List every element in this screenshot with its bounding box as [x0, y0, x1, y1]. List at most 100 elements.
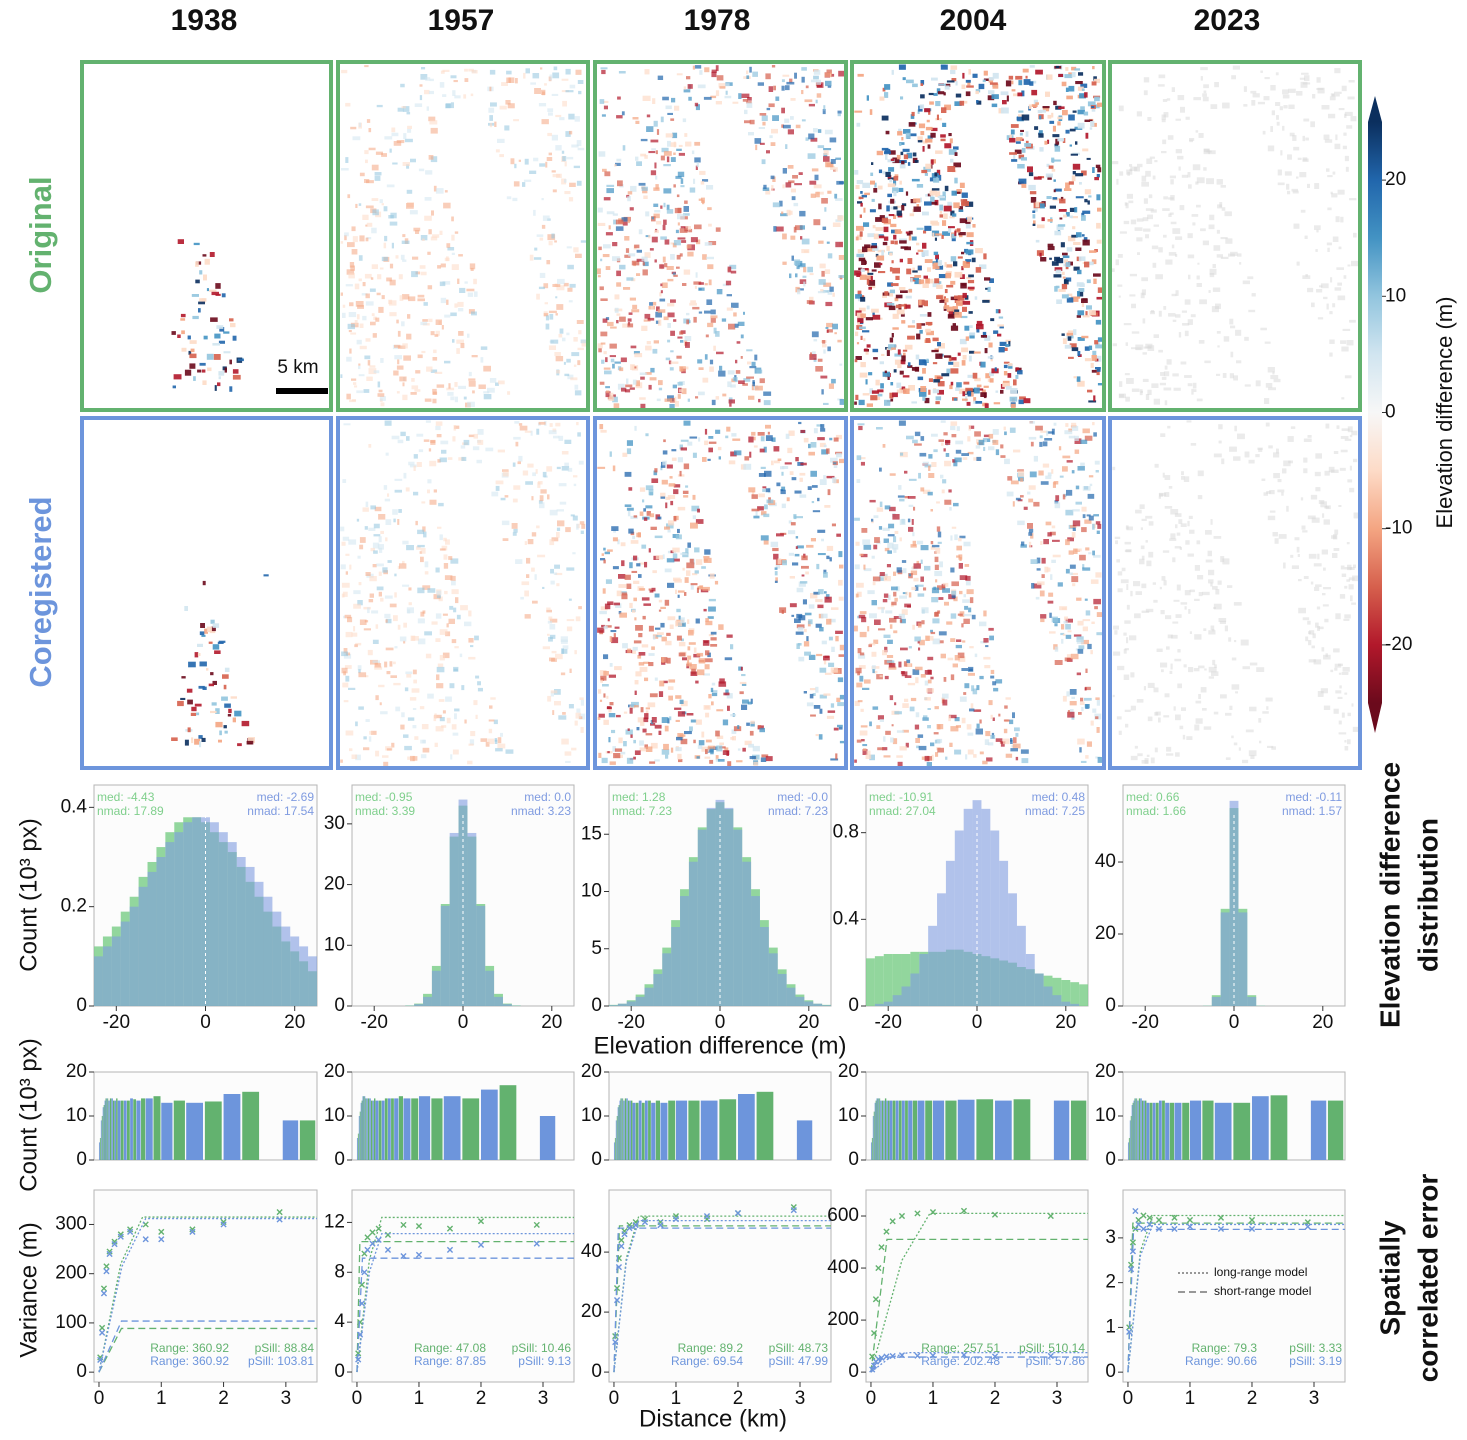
- map-pixel: [790, 522, 796, 526]
- map-pixel: [606, 188, 614, 194]
- map-pixel: [863, 564, 866, 570]
- map-pixel: [740, 356, 743, 359]
- map-pixel: [1054, 143, 1059, 148]
- map-pixel: [468, 371, 472, 377]
- map-pixel: [872, 314, 881, 320]
- map-pixel: [796, 643, 800, 649]
- map-pixel: [990, 735, 996, 739]
- map-pixel: [622, 452, 628, 457]
- map-pixel: [947, 306, 955, 312]
- map-pixel: [782, 466, 789, 469]
- map-pixel: [1046, 430, 1049, 436]
- map-pixel: [869, 642, 876, 646]
- map-pixel: [984, 348, 988, 354]
- map-pixel: [430, 236, 438, 241]
- map-pixel: [1061, 294, 1069, 299]
- map-pixel: [569, 668, 572, 673]
- map-pixel: [884, 505, 891, 510]
- map-pixel: [896, 154, 901, 160]
- map-pixel: [911, 178, 920, 182]
- map-pixel: [1343, 132, 1347, 136]
- map-pixel: [924, 201, 932, 206]
- map-pixel: [1173, 387, 1181, 391]
- map-pixel: [653, 213, 660, 219]
- map-pixel: [209, 252, 215, 257]
- map-pixel: [356, 339, 362, 345]
- map-pixel: [927, 756, 932, 761]
- map-pixel: [493, 719, 498, 725]
- map-pixel: [657, 309, 666, 313]
- map-pixel: [189, 363, 196, 369]
- map-pixel: [687, 398, 690, 402]
- map-pixel: [665, 105, 672, 110]
- map-pixel: [809, 693, 814, 699]
- map-pixel: [997, 333, 1002, 337]
- map-pixel: [856, 253, 864, 258]
- map-pixel: [372, 639, 379, 644]
- map-pixel: [384, 595, 393, 599]
- map-pixel: [1129, 164, 1133, 167]
- map-pixel: [957, 652, 965, 659]
- map-pixel: [1153, 334, 1159, 338]
- map-pixel: [461, 685, 465, 691]
- map-pixel: [938, 343, 945, 349]
- map-pixel: [1143, 228, 1151, 232]
- map-pixel: [859, 372, 868, 378]
- map-pixel: [365, 159, 368, 164]
- map-pixel: [966, 232, 974, 238]
- map-pixel: [366, 376, 373, 381]
- map-pixel: [685, 226, 691, 230]
- map-pixel: [408, 296, 416, 302]
- map-pixel: [1048, 592, 1054, 597]
- map-pixel: [521, 581, 530, 586]
- map-pixel: [857, 700, 863, 703]
- map-pixel: [917, 136, 923, 141]
- map-pixel: [679, 366, 686, 372]
- map-pixel: [684, 336, 692, 341]
- map-pixel: [463, 396, 467, 400]
- map-pixel: [949, 507, 952, 511]
- map-pixel: [1078, 288, 1085, 292]
- map-pixel: [1027, 491, 1031, 495]
- map-pixel: [897, 495, 905, 498]
- map-pixel: [451, 234, 455, 241]
- map-pixel: [1040, 618, 1045, 623]
- map-pixel: [985, 373, 991, 379]
- map-pixel: [726, 294, 732, 297]
- map-pixel: [1051, 559, 1056, 563]
- map-pixel: [216, 325, 224, 329]
- map-pixel: [446, 299, 449, 305]
- map-pixel: [1233, 375, 1238, 381]
- map-pixel: [677, 711, 686, 717]
- map-pixel: [698, 658, 706, 664]
- map-pixel: [973, 387, 980, 394]
- map-pixel: [433, 185, 437, 192]
- map-pixel: [359, 345, 367, 350]
- map-pixel: [471, 355, 478, 358]
- map-pixel: [420, 271, 427, 276]
- map-pixel: [508, 77, 515, 83]
- map-pixel: [468, 638, 474, 643]
- map-pixel: [659, 298, 666, 302]
- map-pixel: [566, 619, 575, 622]
- map-pixel: [955, 81, 958, 86]
- map-pixel: [376, 563, 384, 567]
- map-pixel: [611, 729, 616, 734]
- map-pixel: [1071, 175, 1076, 182]
- map-pixel: [912, 565, 915, 570]
- map-pixel: [429, 120, 438, 125]
- map-pixel: [861, 616, 867, 623]
- map-pixel: [772, 115, 779, 121]
- map-pixel: [1276, 121, 1280, 126]
- map-pixel: [663, 219, 667, 225]
- map-pixel: [927, 267, 931, 272]
- map-pixel: [184, 369, 192, 376]
- map-pixel: [862, 393, 870, 396]
- map-pixel: [1088, 400, 1097, 403]
- map-pixel: [427, 588, 436, 593]
- map-pixel: [1203, 628, 1207, 631]
- map-pixel: [649, 693, 658, 698]
- map-pixel: [906, 659, 911, 664]
- map-pixel: [661, 662, 666, 665]
- map-pixel: [1141, 518, 1147, 521]
